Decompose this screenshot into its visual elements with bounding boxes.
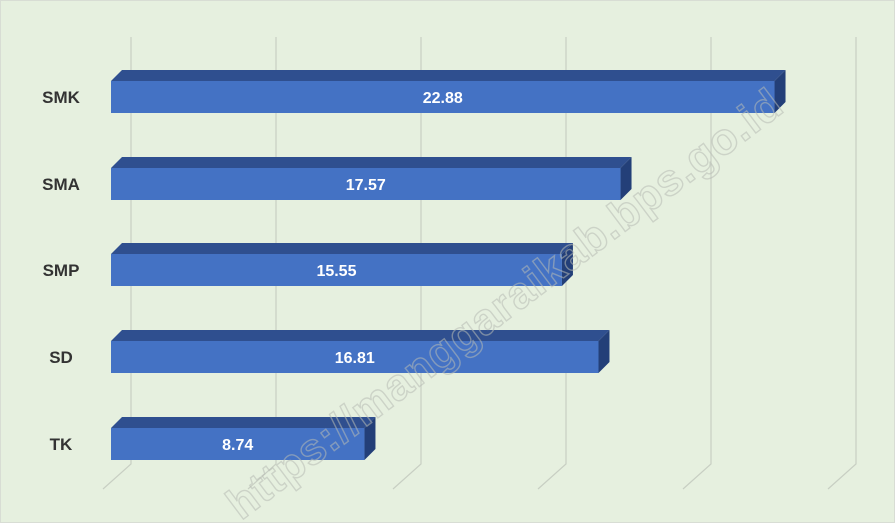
bar: [111, 168, 621, 200]
category-label: SD: [49, 348, 73, 367]
category-label: SMP: [43, 261, 80, 280]
watermark-text: https://manggaraikab.bps.go.id: [218, 79, 793, 522]
category-label: TK: [50, 435, 73, 454]
bar-side-face: [364, 417, 376, 460]
bar-group: 15.55 SMP: [43, 243, 573, 286]
bar-group: 16.81 SD: [49, 330, 610, 373]
bar-group: 8.74 TK: [50, 417, 376, 460]
data-label: 16.81: [335, 350, 375, 367]
gridline: [827, 37, 857, 490]
data-label: 15.55: [316, 263, 356, 280]
bar: [111, 341, 599, 373]
bar-group: 22.88 SMK: [42, 70, 786, 113]
data-label: 22.88: [423, 90, 463, 107]
data-label: 8.74: [222, 437, 253, 454]
bar-top-face: [111, 330, 610, 341]
bar-top-face: [111, 70, 786, 81]
bar-top-face: [111, 243, 573, 254]
gridline: [682, 37, 712, 490]
bar: [111, 81, 775, 113]
bar-top-face: [111, 417, 376, 428]
data-label: 17.57: [346, 177, 386, 194]
bar-side-face: [561, 243, 573, 286]
bar-side-face: [774, 70, 786, 113]
category-label: SMA: [42, 175, 80, 194]
bar: [111, 428, 365, 460]
bar-side-face: [620, 157, 632, 200]
bar: [111, 254, 562, 286]
bar-top-face: [111, 157, 632, 168]
bar-group: 17.57 SMA: [42, 157, 632, 200]
bar-side-face: [598, 330, 610, 373]
category-label: SMK: [42, 88, 81, 107]
